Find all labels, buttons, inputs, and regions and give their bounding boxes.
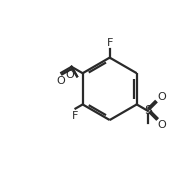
- Text: S: S: [144, 104, 152, 117]
- Text: O: O: [65, 70, 74, 80]
- Text: O: O: [57, 76, 66, 86]
- Text: F: F: [107, 38, 113, 48]
- Text: F: F: [71, 111, 78, 121]
- Text: O: O: [157, 92, 166, 102]
- Text: O: O: [157, 120, 166, 130]
